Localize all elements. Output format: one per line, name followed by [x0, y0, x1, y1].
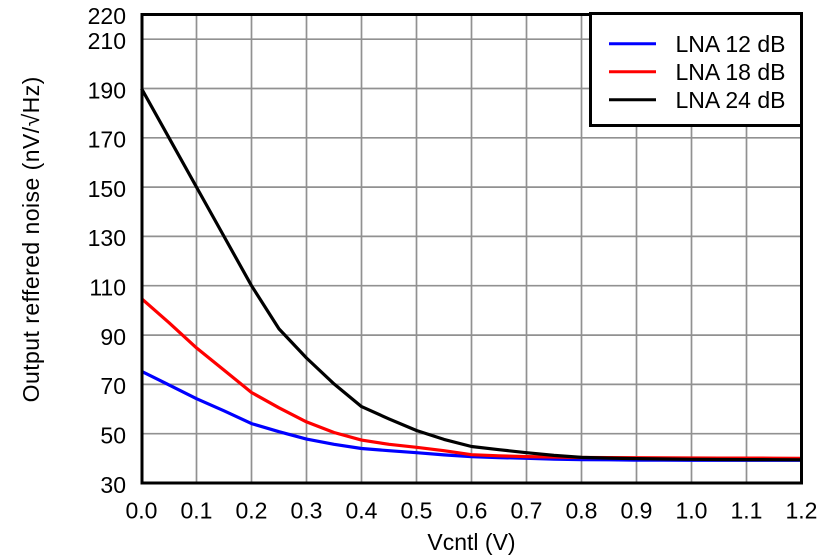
svg-text:0.8: 0.8 — [566, 498, 598, 524]
svg-text:210: 210 — [88, 28, 126, 54]
svg-text:0.6: 0.6 — [456, 498, 488, 524]
svg-text:1.1: 1.1 — [731, 498, 763, 524]
svg-text:0.5: 0.5 — [401, 498, 433, 524]
svg-text:130: 130 — [88, 225, 126, 251]
svg-text:70: 70 — [100, 373, 126, 399]
svg-text:190: 190 — [88, 77, 126, 103]
svg-text:1.0: 1.0 — [676, 498, 708, 524]
svg-text:0.2: 0.2 — [236, 498, 268, 524]
svg-text:Output reffered noise (nV/√Hz): Output reffered noise (nV/√Hz) — [18, 76, 44, 402]
svg-text:30: 30 — [100, 472, 126, 498]
svg-text:LNA 24 dB: LNA 24 dB — [676, 87, 786, 113]
svg-text:0.3: 0.3 — [291, 498, 323, 524]
svg-text:0.1: 0.1 — [181, 498, 213, 524]
svg-text:110: 110 — [89, 275, 126, 301]
svg-text:170: 170 — [88, 127, 126, 153]
svg-text:150: 150 — [88, 176, 126, 202]
svg-text:0.4: 0.4 — [346, 498, 378, 524]
svg-text:90: 90 — [100, 324, 126, 350]
svg-text:Vcntl (V): Vcntl (V) — [427, 529, 515, 555]
svg-text:0.9: 0.9 — [621, 498, 653, 524]
svg-text:220: 220 — [88, 3, 126, 29]
svg-text:1.2: 1.2 — [786, 498, 818, 524]
svg-text:50: 50 — [100, 423, 126, 449]
svg-text:0.7: 0.7 — [511, 498, 543, 524]
svg-text:0.0: 0.0 — [126, 498, 158, 524]
svg-text:LNA 18 dB: LNA 18 dB — [676, 59, 786, 85]
svg-text:LNA 12 dB: LNA 12 dB — [676, 31, 786, 57]
